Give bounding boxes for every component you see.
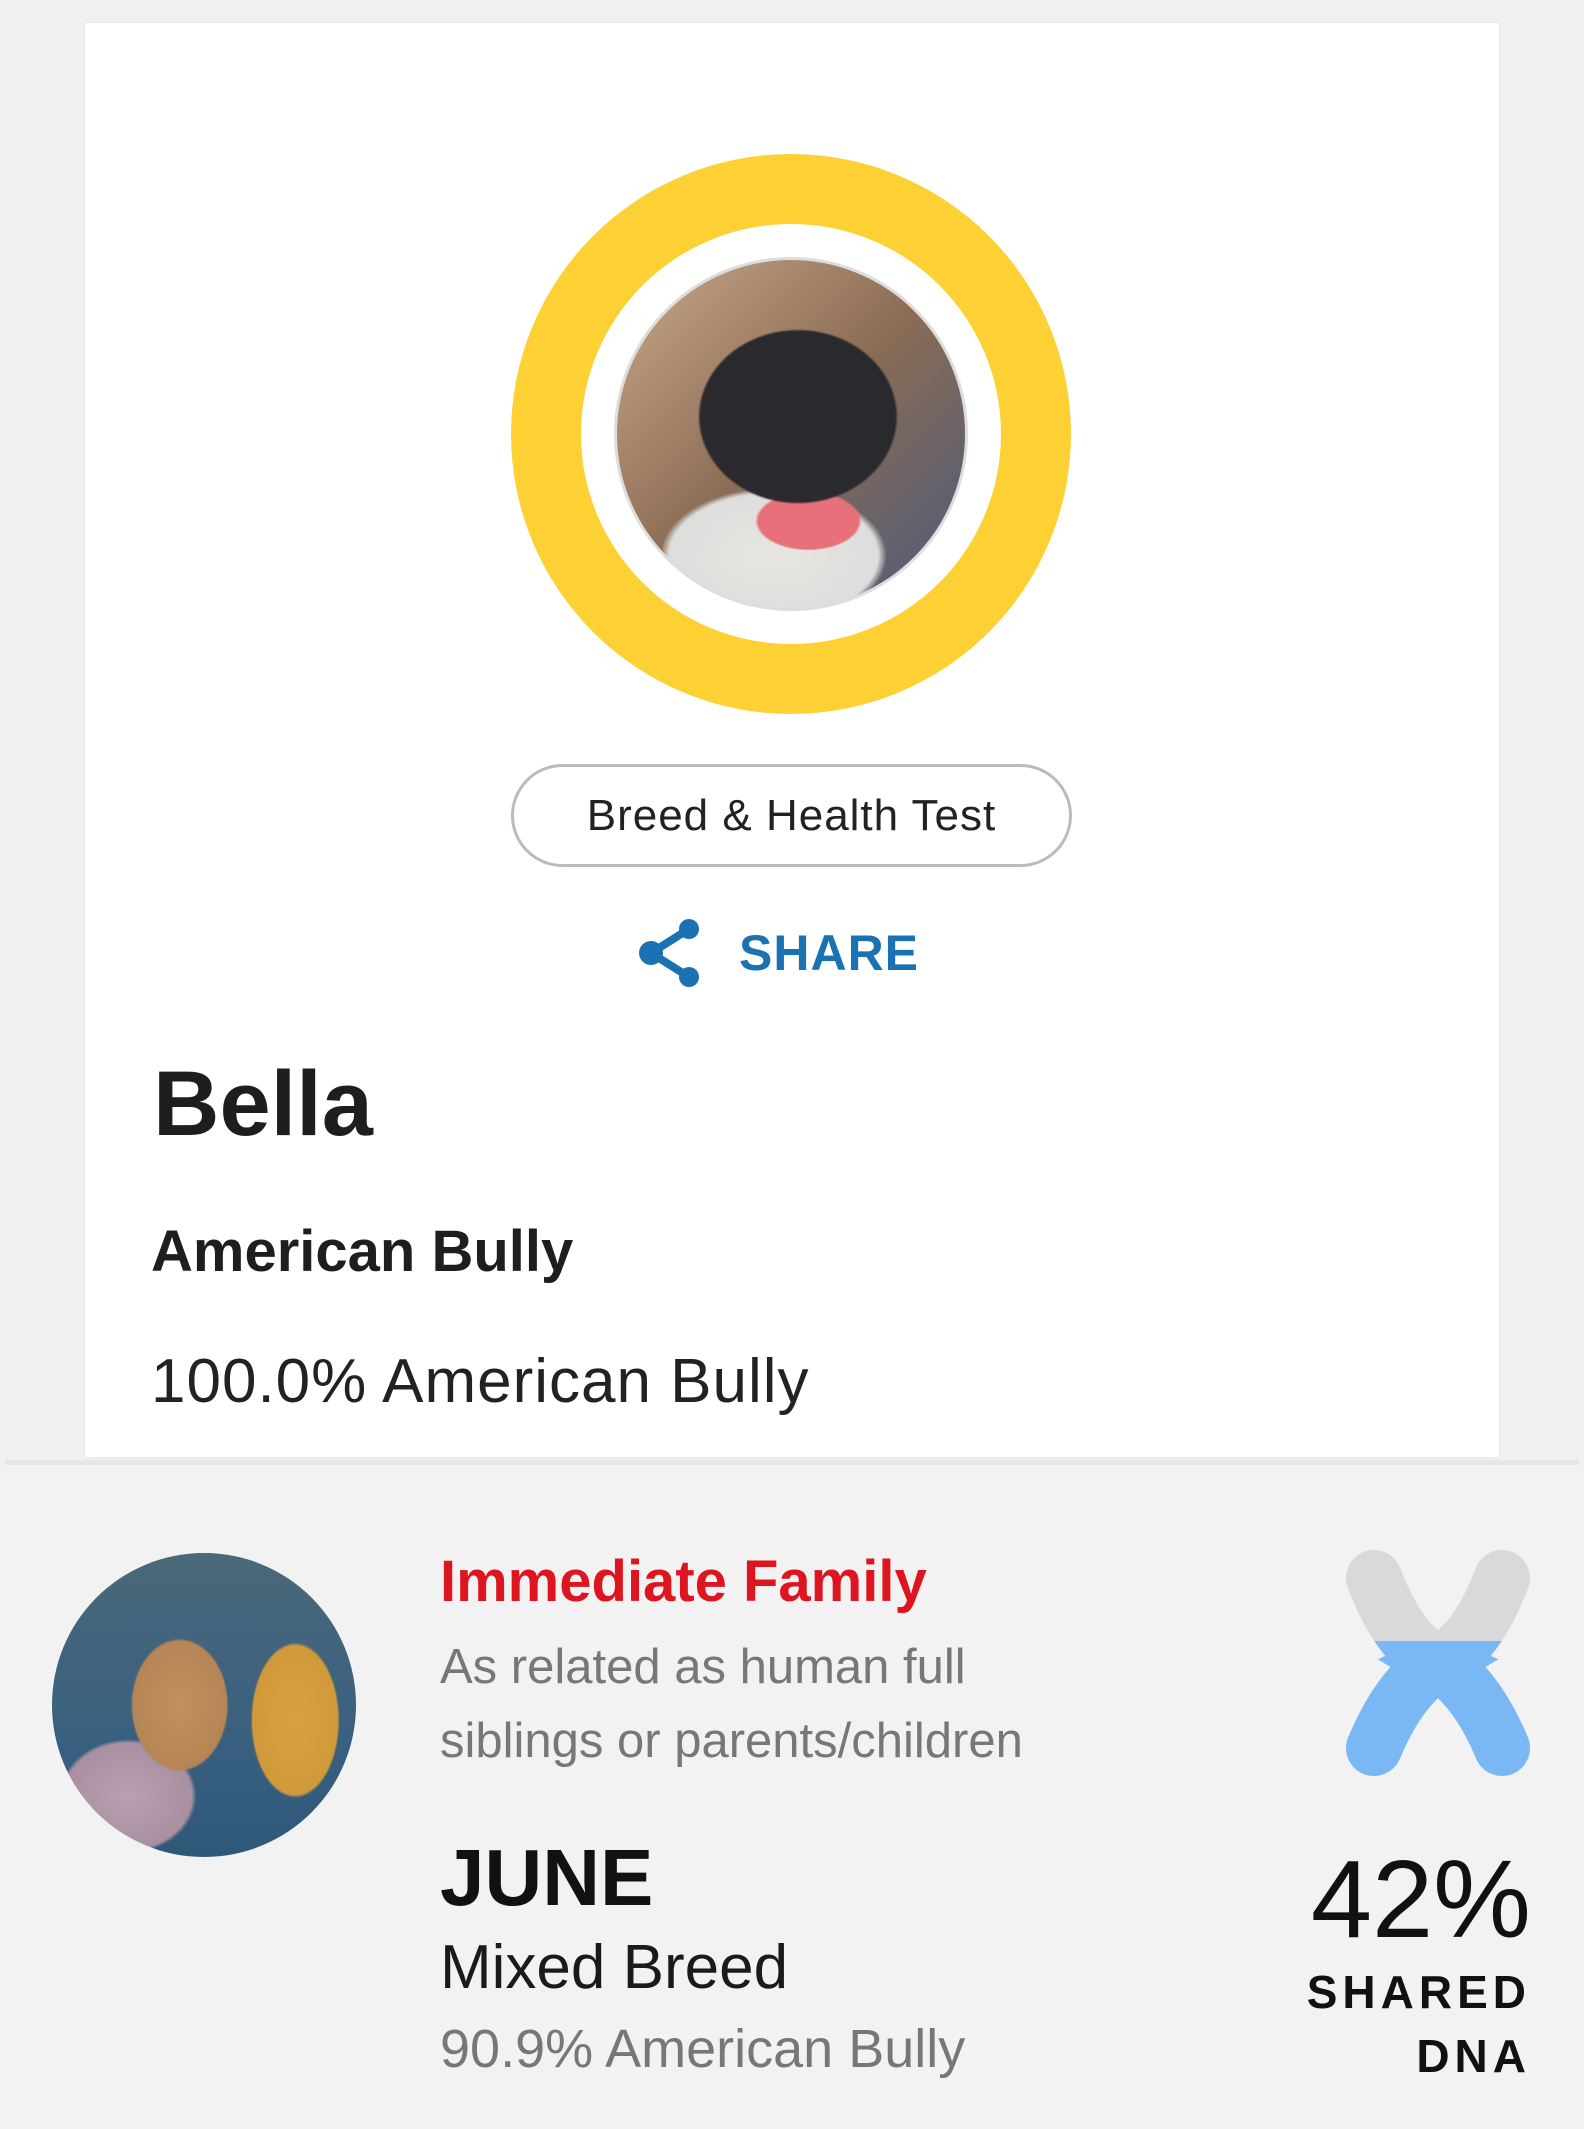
june-avatar[interactable] <box>52 1553 356 1857</box>
relationship-label: Immediate Family <box>440 1549 927 1614</box>
bella-photo[interactable] <box>614 257 968 611</box>
pet-breed: American Bully <box>151 1219 574 1284</box>
match-breed: Mixed Breed <box>440 1933 789 2002</box>
share-icon <box>639 919 699 987</box>
pet-breed-breakdown: 100.0% American Bully <box>151 1347 810 1416</box>
chromosome-icon <box>1346 1550 1530 1776</box>
pet-name: Bella <box>153 1053 373 1155</box>
shared-dna: 42% SHARED DNA <box>1306 1838 1531 2083</box>
match-name[interactable]: JUNE <box>440 1833 654 1922</box>
match-breed-breakdown: 90.9% American Bully <box>440 2019 966 2079</box>
profile-photo-ring <box>511 154 1071 714</box>
shared-dna-percent: 42% <box>1310 1838 1531 1961</box>
pet-profile-card: Breed & Health Test SHARE Bella American… <box>85 23 1499 1457</box>
relationship-description: As related as human full siblings or par… <box>440 1640 1023 1768</box>
share-button[interactable]: SHARE <box>637 915 919 991</box>
share-label: SHARE <box>739 925 920 981</box>
breed-health-test-button[interactable]: Breed & Health Test <box>511 764 1072 867</box>
